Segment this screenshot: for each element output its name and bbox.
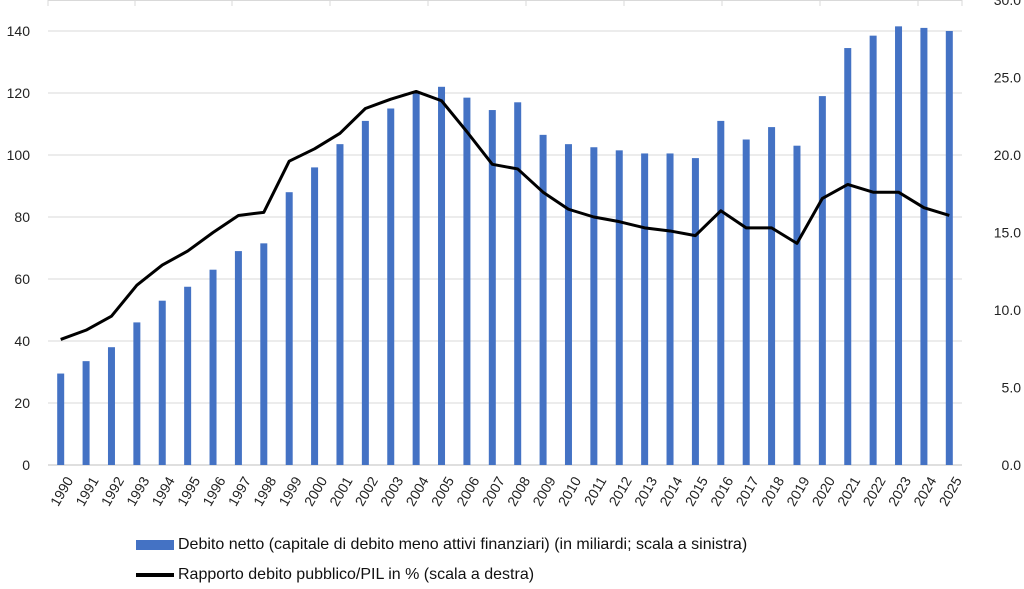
bar xyxy=(387,108,395,465)
y-left-tick-label: 80 xyxy=(14,209,30,225)
y-left-tick-label: 0 xyxy=(22,457,30,473)
x-tick-label: 1993 xyxy=(123,474,153,509)
x-tick-label: 2024 xyxy=(910,474,940,509)
bar xyxy=(107,347,115,465)
bar xyxy=(691,158,699,465)
x-tick-label: 2005 xyxy=(428,474,458,509)
x-tick-label: 1999 xyxy=(275,474,305,509)
bar xyxy=(438,86,446,466)
y-left-tick-label: 60 xyxy=(14,271,30,287)
x-tick-label: 2012 xyxy=(605,474,635,509)
bar xyxy=(590,147,598,465)
y-right-tick-label: 15.0 xyxy=(994,225,1021,241)
x-tick-label: 2000 xyxy=(301,474,331,509)
x-tick-label: 1990 xyxy=(47,474,77,509)
y-right-tick-label: 25.0 xyxy=(994,70,1021,86)
x-tick-label: 2001 xyxy=(326,474,356,509)
x-tick-label: 2004 xyxy=(402,474,432,509)
bar xyxy=(793,145,801,465)
ratio-line xyxy=(60,89,950,341)
bar xyxy=(488,110,496,466)
y-right-tick-label: 20.0 xyxy=(994,147,1021,163)
bar xyxy=(564,144,572,465)
x-tick-label: 2003 xyxy=(377,474,407,509)
bar xyxy=(945,31,953,465)
bar xyxy=(666,153,674,465)
x-tick-label: 2015 xyxy=(682,474,712,509)
x-tick-label: 2023 xyxy=(885,474,915,509)
y-left-tick-label: 140 xyxy=(7,23,31,39)
x-tick-label: 1994 xyxy=(148,474,178,509)
y-left-tick-label: 20 xyxy=(14,395,30,411)
x-tick-label: 2011 xyxy=(581,474,610,508)
bar xyxy=(514,102,522,466)
bar xyxy=(260,243,268,465)
bar xyxy=(82,361,90,465)
bar xyxy=(234,251,242,465)
legend-item-ratio: Rapporto debito pubblico/PIL in % (scala… xyxy=(136,566,534,584)
bar xyxy=(641,153,649,465)
legend-bar-swatch xyxy=(136,540,174,550)
y-right-tick-label: 5.0 xyxy=(1002,380,1022,396)
bar xyxy=(539,134,547,465)
bar xyxy=(285,192,293,465)
x-tick-label: 1997 xyxy=(225,474,255,509)
y-right-tick-label: 30.0 xyxy=(994,0,1021,8)
x-tick-label: 2022 xyxy=(859,474,889,509)
legend-item-debt: Debito netto (capitale di debito meno at… xyxy=(136,536,747,554)
x-tick-label: 2010 xyxy=(555,474,585,509)
y-left-tick-label: 40 xyxy=(14,333,30,349)
x-tick-label: 2007 xyxy=(478,474,508,509)
bar xyxy=(158,300,166,465)
x-tick-label: 1996 xyxy=(199,474,229,509)
y-left-tick-label: 100 xyxy=(7,147,31,163)
x-tick-label: 2009 xyxy=(529,474,559,509)
x-tick-label: 2013 xyxy=(631,474,661,509)
bar xyxy=(184,286,192,465)
bar xyxy=(463,97,471,466)
x-tick-label: 2021 xyxy=(834,474,864,509)
x-tick-label: 2020 xyxy=(809,474,839,509)
bar xyxy=(742,139,750,465)
x-tick-label: 1998 xyxy=(250,474,280,509)
x-tick-label: 2014 xyxy=(656,474,686,509)
bar xyxy=(920,27,928,466)
x-tick-label: 2006 xyxy=(453,474,483,509)
x-tick-label: 2019 xyxy=(783,474,813,509)
x-tick-label: 2017 xyxy=(732,474,762,509)
x-tick-label: 2002 xyxy=(352,474,382,509)
x-tick-label: 1995 xyxy=(174,474,204,509)
bar xyxy=(895,26,903,465)
bar xyxy=(412,93,420,465)
legend-label-debt: Debito netto (capitale di debito meno at… xyxy=(178,536,748,553)
x-tick-label: 2018 xyxy=(758,474,788,509)
bar xyxy=(133,322,141,465)
bar xyxy=(311,167,319,465)
bar xyxy=(818,96,826,465)
bar xyxy=(209,269,217,465)
y-right-tick-label: 0.0 xyxy=(1002,457,1022,473)
bar xyxy=(336,144,344,465)
bar xyxy=(768,127,776,465)
bar xyxy=(615,150,623,465)
bar xyxy=(717,120,725,466)
bar xyxy=(361,120,369,466)
x-tick-label: 1991 xyxy=(72,474,102,509)
x-tick-label: 2025 xyxy=(935,474,965,509)
x-tick-label: 2008 xyxy=(504,474,534,509)
bar xyxy=(869,35,877,466)
y-left-tick-label: 120 xyxy=(7,85,31,101)
legend-label-ratio: Rapporto debito pubblico/PIL in % (scala… xyxy=(178,566,535,583)
y-right-tick-label: 10.0 xyxy=(994,302,1021,318)
legend-line-swatch xyxy=(136,573,174,577)
bar xyxy=(57,373,65,465)
x-tick-label: 1992 xyxy=(98,474,128,509)
bar xyxy=(844,48,852,466)
x-tick-label: 2016 xyxy=(707,474,737,509)
